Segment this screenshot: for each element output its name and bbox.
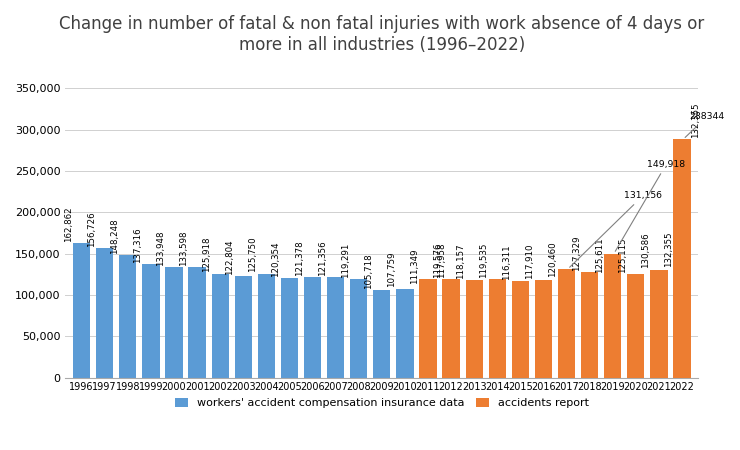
Bar	[258, 274, 275, 378]
Bar	[627, 274, 645, 378]
Bar	[96, 248, 113, 378]
Bar	[443, 279, 460, 378]
Bar	[235, 276, 252, 378]
Bar	[511, 281, 529, 378]
Text: 116,311: 116,311	[502, 245, 511, 280]
Text: 125,918: 125,918	[202, 237, 211, 272]
Text: 132,355: 132,355	[691, 103, 700, 138]
Bar	[73, 243, 90, 378]
Bar	[443, 279, 460, 378]
Bar	[581, 272, 598, 378]
Text: 133,598: 133,598	[179, 230, 188, 266]
Text: 148,248: 148,248	[110, 218, 119, 254]
Bar	[488, 279, 506, 378]
Text: 288344: 288344	[685, 112, 724, 137]
Text: 117,910: 117,910	[525, 243, 534, 279]
Bar	[350, 279, 367, 378]
Text: 125,115: 125,115	[618, 237, 627, 273]
Text: 120,460: 120,460	[548, 241, 557, 277]
Text: 137,316: 137,316	[133, 227, 142, 263]
Text: 162,862: 162,862	[64, 206, 73, 242]
Text: 111,349: 111,349	[410, 249, 419, 284]
Bar	[142, 264, 160, 378]
Text: 119,291: 119,291	[340, 243, 350, 278]
Bar	[488, 279, 506, 378]
Text: 156,726: 156,726	[87, 211, 95, 247]
Bar	[535, 280, 552, 378]
Text: 121,356: 121,356	[317, 240, 326, 276]
Bar	[511, 281, 529, 378]
Bar	[581, 272, 598, 378]
Text: 117,958: 117,958	[437, 242, 446, 278]
Text: 131,156: 131,156	[570, 191, 662, 267]
Bar	[212, 274, 229, 378]
Bar	[627, 274, 645, 378]
Text: 149,918: 149,918	[615, 160, 685, 251]
Text: 107,759: 107,759	[387, 252, 396, 287]
Bar	[650, 270, 667, 378]
Bar	[673, 140, 690, 378]
Bar	[396, 288, 414, 378]
Bar	[280, 278, 298, 378]
Text: 125,611: 125,611	[595, 237, 604, 273]
Text: 119,535: 119,535	[480, 242, 488, 278]
Text: 127,329: 127,329	[571, 236, 581, 271]
Bar	[304, 277, 321, 378]
Bar	[165, 267, 183, 378]
Title: Change in number of fatal & non fatal injuries with work absence of 4 days or
mo: Change in number of fatal & non fatal in…	[59, 15, 704, 54]
Legend: workers' accident compensation insurance data, accidents report: workers' accident compensation insurance…	[170, 393, 593, 413]
Bar	[373, 290, 391, 378]
Bar	[465, 280, 482, 378]
Text: 130,586: 130,586	[641, 233, 650, 269]
Text: 119,576: 119,576	[433, 242, 442, 278]
Text: 105,718: 105,718	[364, 253, 373, 289]
Bar	[558, 269, 575, 378]
Text: 121,378: 121,378	[295, 240, 303, 276]
Bar	[604, 254, 622, 378]
Bar	[119, 255, 136, 378]
Bar	[673, 268, 690, 378]
Bar	[465, 280, 482, 378]
Bar	[604, 274, 622, 378]
Text: 133,948: 133,948	[156, 230, 165, 266]
Text: 120,354: 120,354	[272, 241, 280, 277]
Bar	[420, 279, 437, 378]
Bar	[650, 270, 667, 378]
Bar	[327, 277, 344, 378]
Bar	[558, 278, 575, 378]
Bar	[420, 286, 437, 378]
Text: 132,355: 132,355	[664, 231, 673, 267]
Bar	[535, 280, 552, 378]
Text: 122,804: 122,804	[225, 239, 235, 275]
Bar	[189, 267, 206, 378]
Text: 118,157: 118,157	[456, 243, 465, 279]
Text: 125,750: 125,750	[249, 237, 258, 272]
